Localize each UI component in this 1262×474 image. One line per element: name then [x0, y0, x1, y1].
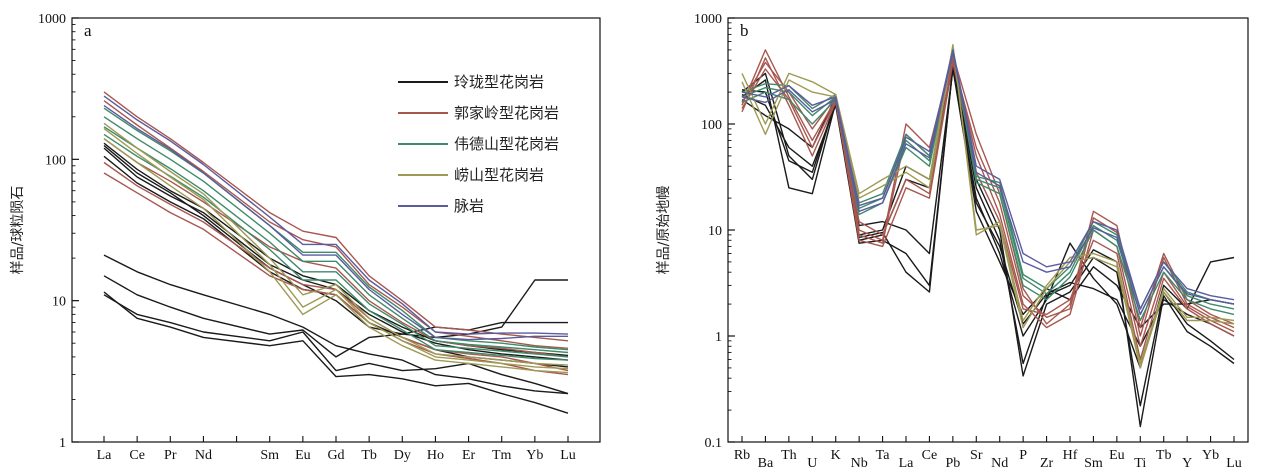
x-tick-label-Ba: Ba — [758, 456, 774, 471]
x-tick-label-Ti: Ti — [1134, 456, 1146, 471]
x-tick-label-Nd: Nd — [991, 456, 1008, 471]
y-tick-label: 100 — [701, 118, 722, 133]
series-line-21 — [103, 105, 568, 341]
series-line-7 — [103, 145, 568, 339]
y-tick-label: 1000 — [38, 12, 66, 27]
series-line-4 — [741, 65, 1235, 347]
x-tick-label-Tb: Tb — [361, 448, 377, 463]
y-axis-label: 样品/原始地幔 — [656, 186, 672, 275]
x-tick-label-Er: Er — [462, 448, 476, 463]
x-tick-label-Dy: Dy — [394, 448, 411, 463]
y-tick-label: 10 — [52, 295, 66, 310]
series-line-3 — [741, 68, 1235, 329]
x-tick-label-Ce: Ce — [129, 448, 145, 463]
x-tick-label-Pr: Pr — [164, 448, 177, 463]
panel-label: b — [740, 21, 749, 40]
x-tick-label-Ta: Ta — [876, 448, 891, 463]
legend-entry-4: 脉岩 — [454, 197, 484, 215]
x-tick-label-Ce: Ce — [922, 448, 938, 463]
x-tick-label-Sm: Sm — [1084, 456, 1103, 471]
x-tick-label-Nb: Nb — [851, 456, 868, 471]
y-tick-label: 10 — [708, 224, 722, 239]
series-line-12 — [103, 138, 569, 358]
series-line-2 — [103, 142, 569, 357]
series-line-10 — [103, 161, 569, 372]
x-tick-label-Lu: Lu — [1226, 456, 1242, 471]
x-tick-label-K: K — [831, 448, 841, 463]
chart-panel-b: 0.1 1 10 100 1000 Rb Ba Th UK Nb Ta La Ce Pb Sr Nd P Zr Hf… — [656, 12, 1249, 471]
legend-entry-2: 伟德山型花岗岩 — [454, 135, 559, 153]
panel-label: a — [84, 21, 92, 40]
series-line-4 — [103, 275, 568, 358]
x-tick-label-Pb: Pb — [945, 456, 960, 471]
plot-frame-b — [727, 17, 1249, 443]
y-tick-label: 0.1 — [705, 436, 723, 451]
series-line-14 — [103, 116, 569, 354]
series-line-20 — [103, 95, 569, 335]
series-line-14 — [741, 49, 1235, 310]
x-tick-label-Yb: Yb — [526, 448, 543, 463]
series-line-8 — [741, 61, 1235, 361]
legend-entry-3: 崂山型花岗岩 — [454, 166, 544, 184]
chart-panel-a: 1 10 100 1000 La Ce Pr Nd Sm Eu Gd Tb Dy Ho Er Tm Yb Lu 样品… — [10, 12, 601, 463]
y-tick-label: 1000 — [694, 12, 722, 27]
x-tick-label-Zr: Zr — [1040, 456, 1054, 471]
y-tick-label: 1 — [715, 330, 722, 345]
x-tick-label-Gd: Gd — [327, 448, 344, 463]
series-line-6 — [103, 291, 569, 414]
x-tick-label-Ho: Ho — [427, 448, 444, 463]
series-line-3 — [103, 254, 569, 395]
series-line-15 — [103, 126, 569, 358]
x-tick-label-Lu: Lu — [560, 448, 576, 463]
series-line-16 — [103, 133, 569, 361]
y-tick-label: 1 — [59, 436, 66, 451]
x-tick-label-Th: Th — [781, 448, 797, 463]
series-line-5 — [103, 294, 569, 395]
series-line-18 — [103, 138, 569, 374]
x-tick-label-Nd: Nd — [195, 448, 212, 463]
series-line-15 — [741, 51, 1235, 316]
x-tick-label-La: La — [899, 456, 915, 471]
series-line-17 — [103, 128, 569, 370]
series-line-19 — [103, 122, 569, 366]
series-line-13 — [103, 107, 569, 351]
series-line-9 — [103, 100, 569, 349]
series-line-8 — [103, 91, 569, 342]
series-line-10 — [741, 51, 1235, 322]
x-tick-label-Eu: Eu — [295, 448, 311, 463]
y-tick-label: 100 — [45, 153, 66, 168]
series-line-7 — [741, 57, 1235, 347]
x-tick-label-Eu: Eu — [1109, 448, 1125, 463]
x-tick-label-Sm: Sm — [260, 448, 279, 463]
series-line-13 — [741, 45, 1235, 369]
x-tick-label-La: La — [97, 448, 113, 463]
legend-entry-0: 玲珑型花岗岩 — [454, 73, 544, 91]
series-line-0 — [741, 61, 1235, 407]
y-axis-label: 样品/球粒陨石 — [10, 186, 26, 275]
x-tick-label-Tb: Tb — [1156, 448, 1172, 463]
x-tick-label-U: U — [807, 456, 817, 471]
x-tick-label-Yb: Yb — [1202, 448, 1219, 463]
series-line-1 — [741, 64, 1235, 428]
legend-entry-1: 郭家岭型花岗岩 — [454, 104, 559, 122]
x-tick-label-Y: Y — [1182, 456, 1192, 471]
x-tick-label-Tm: Tm — [492, 448, 512, 463]
x-tick-label-Hf: Hf — [1063, 448, 1078, 463]
x-tick-label-Sr: Sr — [970, 448, 983, 463]
x-tick-label-Rb: Rb — [734, 448, 750, 463]
x-tick-label-P: P — [1019, 448, 1027, 463]
